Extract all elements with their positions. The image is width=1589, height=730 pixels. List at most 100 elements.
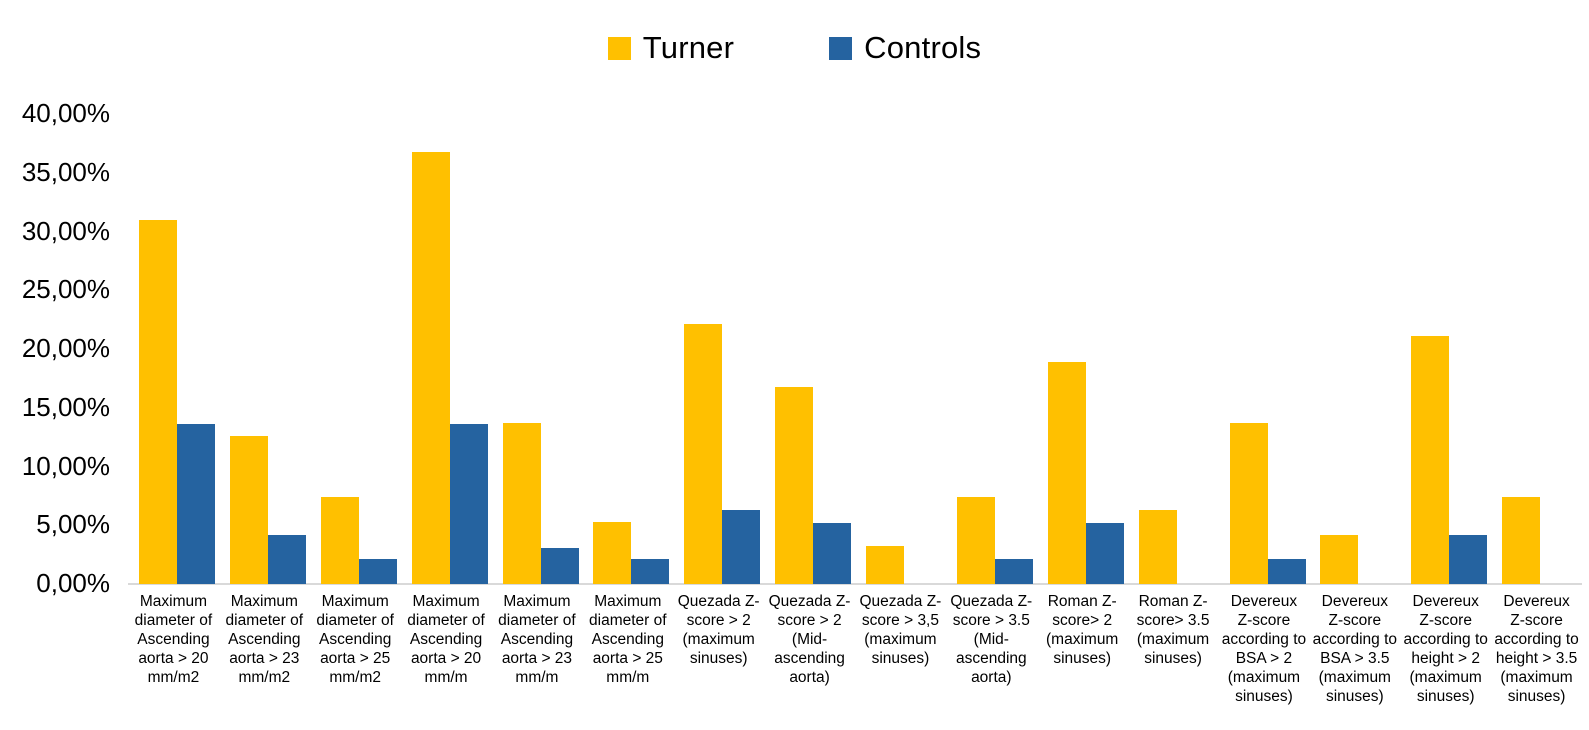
x-category-label-line: (maximum [1409,669,1482,686]
x-category-label-line: diameter of [225,612,304,629]
bar-group [310,113,401,584]
x-category-label-line: Maximum [412,593,480,610]
bar-turner [775,386,814,584]
bar-turner [1502,497,1541,584]
bar-controls [449,424,488,584]
bar-turner [139,219,177,584]
x-category-label-line: diameter of [134,612,213,629]
x-category-label: Devereux Z-score according to BSA > 2 (maxim… [1219,592,1310,706]
x-category-label: Roman Z-score> 2 (maximum sinuses) [1037,592,1128,706]
x-category-label-line: mm/m2 [329,669,382,686]
x-category-label: Maximum diameter of Ascending aorta > 23 mm/… [492,592,583,706]
bar-turner [1411,336,1450,584]
x-category-label-line: aorta > 25 [592,650,663,667]
bar-controls [358,559,397,584]
x-category-label: Quezada Z-score > 3,5 (maximum sinuses) [855,592,946,706]
bar-group [401,113,492,584]
x-category-label-line: score > 2 [777,612,842,629]
bar-group [855,113,946,584]
x-category-label-line: according to [1221,631,1307,648]
x-category-label-line: aorta > 23 [501,650,573,667]
bar-group [1491,113,1582,584]
x-category-label-line: (maximum [682,631,755,648]
x-category-label-line: sinuses) [871,650,930,667]
y-tick-label: 5,00% [36,509,110,540]
x-category-label: Devereux Z-score according to BSA > 3.5 (max… [1309,592,1400,706]
bar-group [946,113,1037,584]
bar-turner [866,546,904,584]
plot-area [128,113,1582,584]
bar-controls [1085,522,1124,584]
x-category-label-line: Z-score [1419,612,1472,629]
x-category-label-line: Maximum [321,593,389,610]
x-category-label-line: Devereux [1412,593,1479,610]
x-category-label: Devereux Z-score according to height > 3.5 (… [1491,592,1582,706]
x-category-label-line: Devereux [1321,593,1388,610]
x-category-label-line: mm/m2 [147,669,200,686]
bar-controls [540,547,579,584]
x-category-label-line: Ascending [228,631,301,648]
x-category-label-line: Ascending [409,631,483,648]
x-category-label-line: (maximum [1227,669,1301,686]
legend-swatch-turner [607,36,631,60]
x-category-label-line: score> 3.5 [1136,612,1210,629]
x-category-label-line: (maximum [1136,631,1210,648]
bar-controls [994,559,1033,584]
x-category-label-line: mm/m [515,669,559,686]
x-category-label-line: mm/m [606,669,650,686]
x-category-label-line: according to [1312,631,1398,648]
x-category-label-line: Quezada Z- [859,593,942,610]
bar-turner [502,423,541,584]
x-axis-line [128,583,1582,585]
x-category-label: Quezada Z-score > 2 (maximum sinuses) [673,592,764,706]
x-category-label-line: ascending [774,650,845,667]
x-category-label-line: ascending [955,650,1027,667]
x-category-label-line: aorta > 20 [138,650,209,667]
bar-controls [722,509,761,584]
x-category-label: Devereux Z-score according to height > 2 (ma… [1400,592,1491,706]
x-category-label-line: Roman Z- [1138,593,1208,610]
x-category-label-line: Maximum [230,593,298,610]
y-tick-label: 10,00% [21,450,110,481]
bar-group [219,113,310,584]
x-category-label-line: aorta) [971,669,1012,686]
legend-item-turner: Turner [607,30,734,66]
x-category-label-line: sinuses) [1507,688,1566,705]
legend-item-controls: Controls [829,30,981,66]
x-category-label-line: Ascending [500,631,574,648]
y-tick-label: 30,00% [21,215,110,246]
bar-group [673,113,764,584]
x-category-label-line: sinuses) [689,650,748,667]
legend-label: Controls [864,30,982,65]
x-category-label-line: BSA > 2 [1235,650,1293,667]
x-category-label: Quezada Z-score > 3.5 (Mid-ascending aorta… [946,592,1037,706]
bar-group [128,113,219,584]
x-category-label-line: score> 2 [1052,612,1113,629]
x-category-label-line: score > 2 [686,612,751,629]
bars-row [128,113,1582,584]
y-tick-label: 20,00% [21,333,110,363]
x-category-label-line: Devereux [1503,593,1570,610]
x-category-label-line: sinuses) [1235,688,1293,705]
legend: Turner Controls [0,30,1589,66]
x-category-label: Maximum diameter of Ascending aorta > 20 mm/… [401,592,492,706]
bar-turner [1229,423,1268,584]
bar-group [1400,113,1491,584]
x-category-label: Quezada Z-score > 2 (Mid-ascending aorta) [764,592,855,706]
x-category-label-line: Quezada Z- [950,593,1033,610]
x-category-label-line: aorta > 23 [229,650,300,667]
bar-controls [267,534,306,584]
bar-turner [1138,509,1177,584]
x-category-label-line: aorta > 20 [410,650,482,667]
x-category-label-line: (maximum [1318,669,1391,686]
x-category-label-line: (maximum [1500,669,1573,686]
x-category-label-line: Maximum [594,593,662,610]
y-tick-label: 25,00% [21,274,110,305]
bar-turner [1320,534,1359,584]
bar-group [582,113,673,584]
x-category-label-line: score > 3,5 [861,612,939,629]
x-category-label-line: diameter of [498,612,576,629]
x-category-label-line: Z-score [1328,612,1382,629]
x-category-label-line: Maximum [503,593,571,610]
